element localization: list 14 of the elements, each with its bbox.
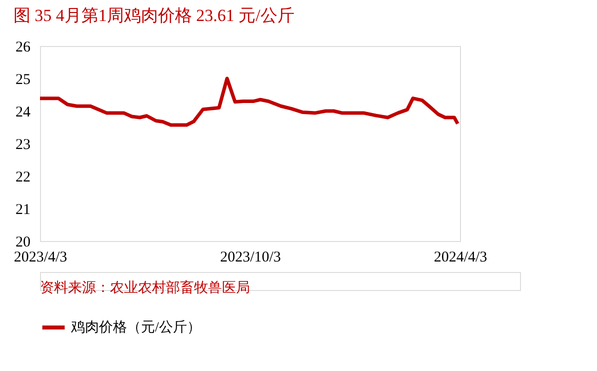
x-tick-label: 2024/4/3 [434, 250, 488, 266]
y-tick-label: 25 [16, 72, 30, 88]
y-tick-label: 26 [16, 40, 31, 56]
x-tick-label: 2023/10/3 [220, 250, 281, 266]
x-tick-label: 2023/4/3 [14, 250, 68, 266]
legend-label: 鸡肉价格（元/公斤） [70, 320, 201, 336]
text: 资料来源：农业农村部畜牧兽医局 [40, 279, 250, 296]
y-tick-label: 22 [16, 170, 30, 186]
y-tick-label: 20 [16, 234, 30, 250]
y-tick-label: 24 [16, 104, 31, 120]
y-tick-label: 21 [16, 202, 30, 218]
chart-title: 图 35 4月第1周鸡肉价格 23.61 元/公斤 [13, 6, 294, 25]
line-series [38, 76, 460, 127]
y-tick-label: 23 [16, 137, 30, 153]
